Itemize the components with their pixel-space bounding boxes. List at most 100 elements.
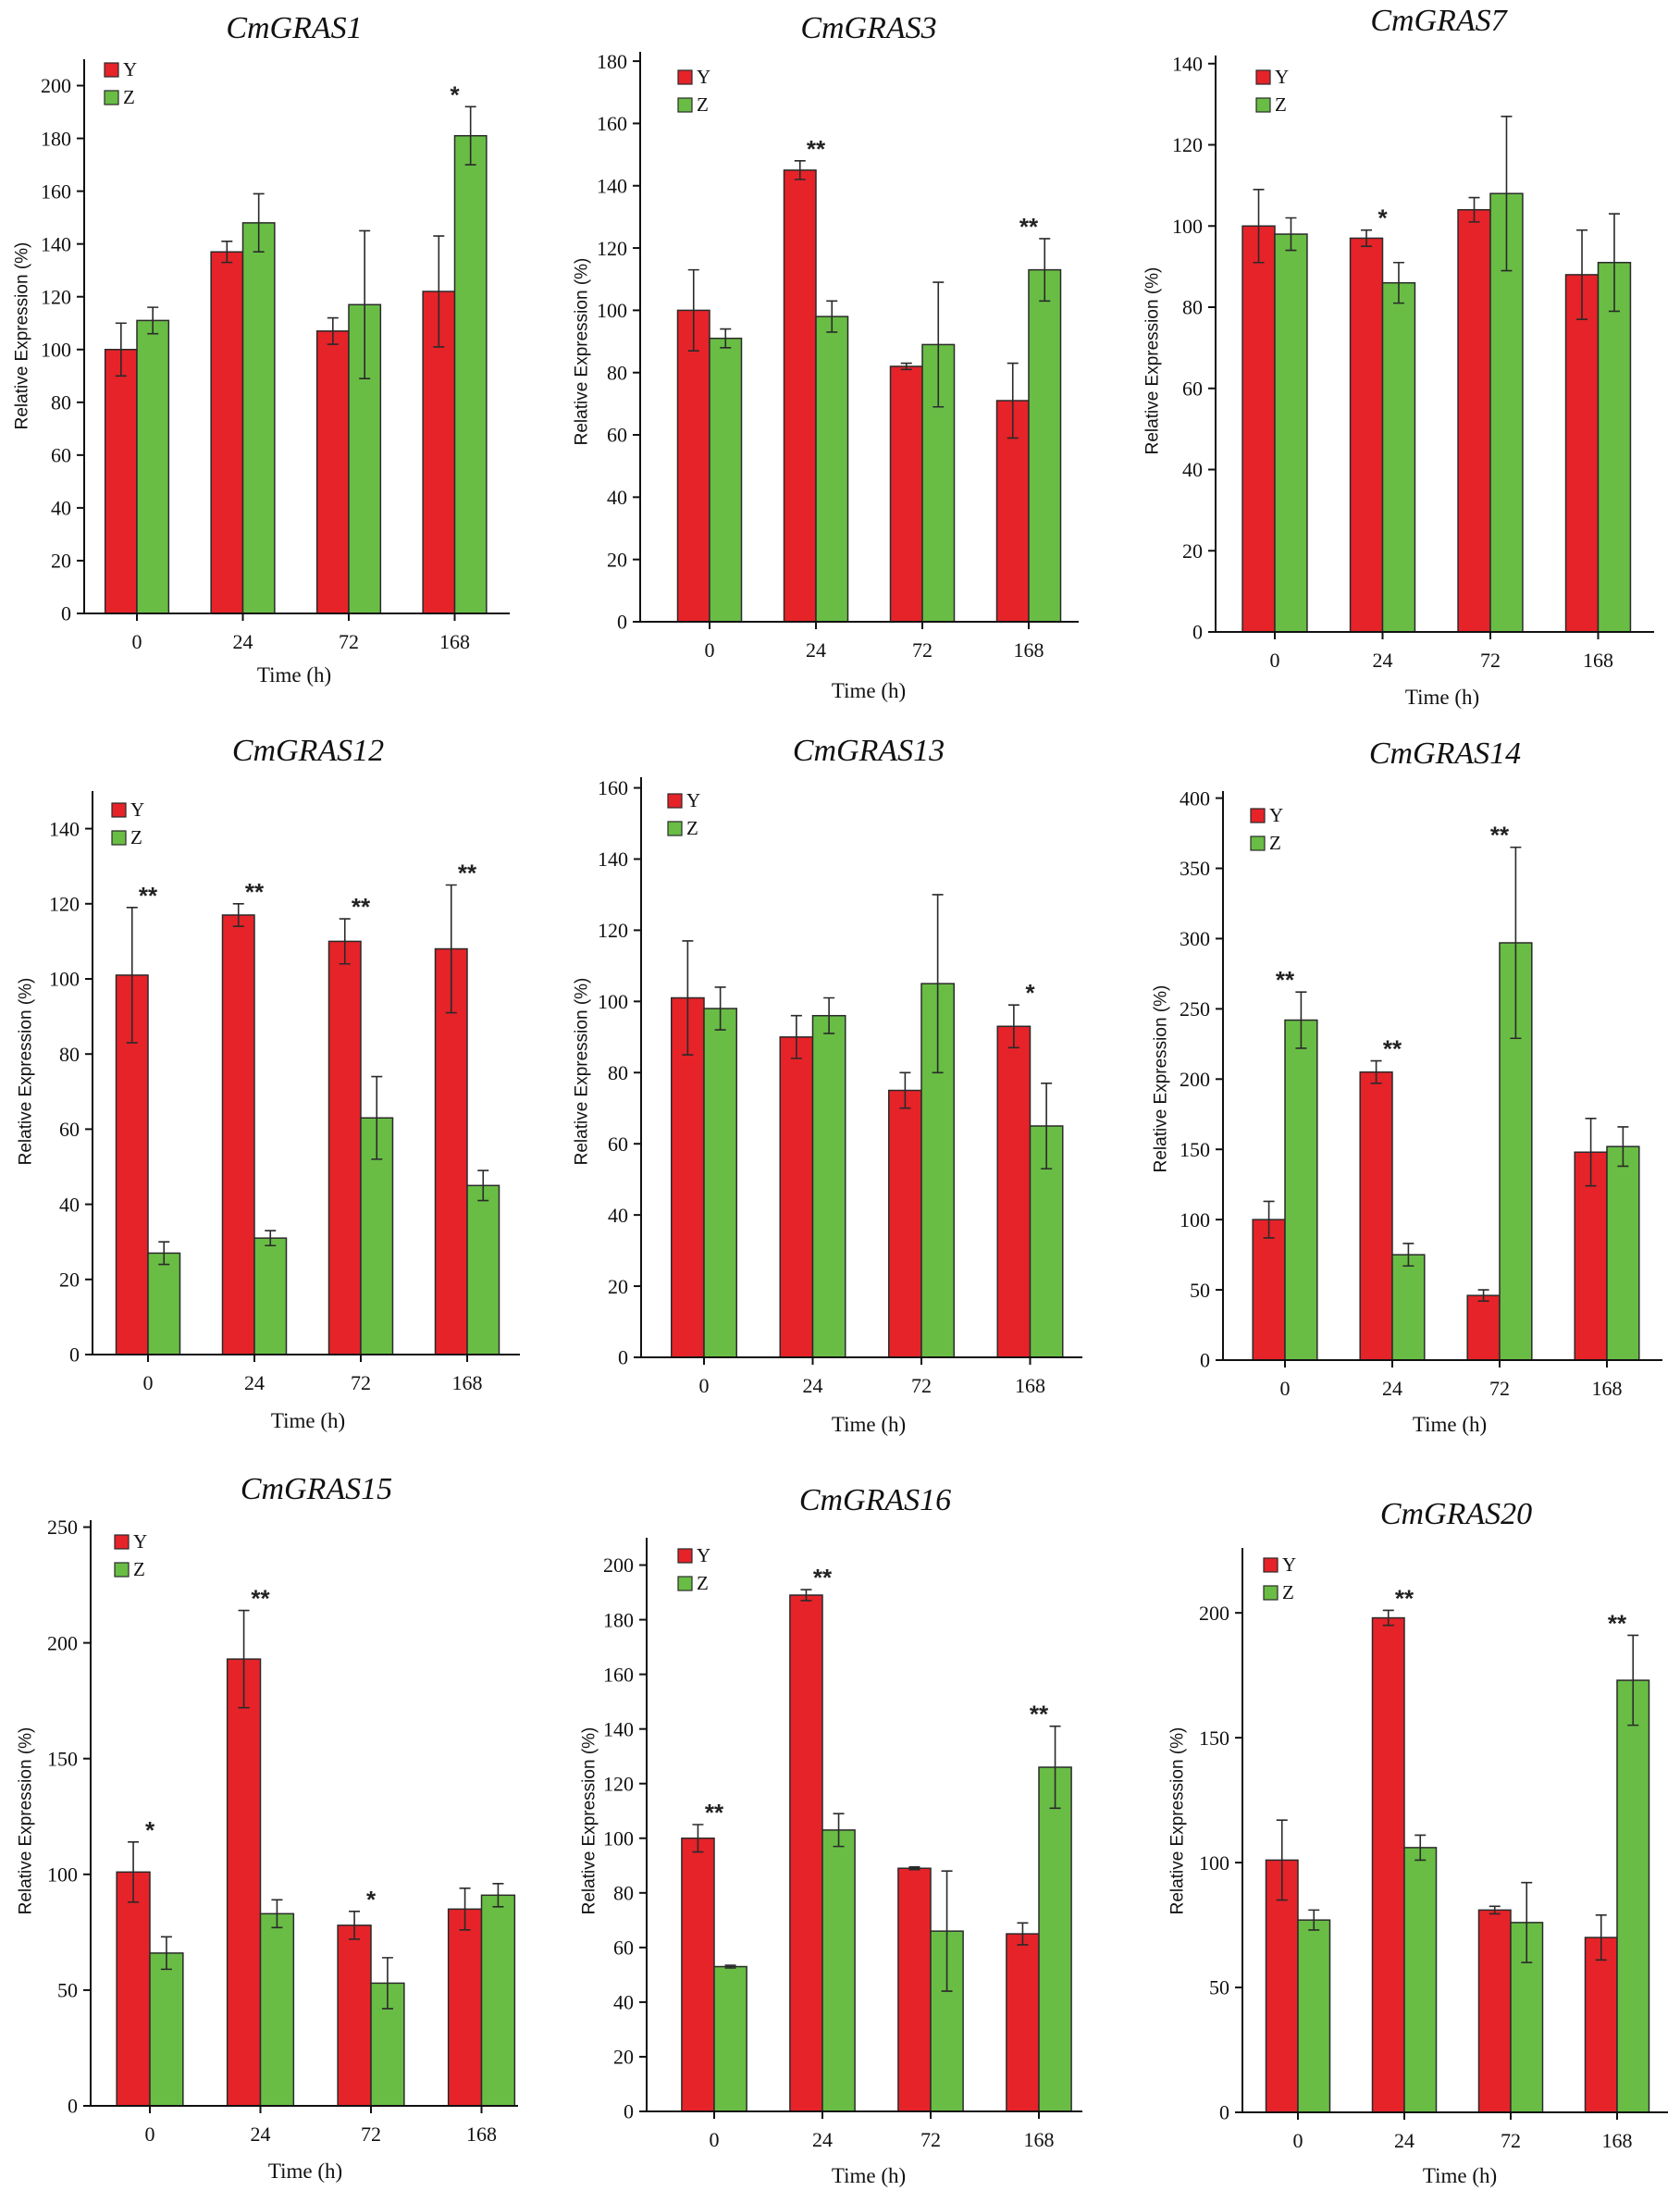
error-bar-z-0 (1285, 217, 1297, 252)
chart-title: CmGRAS20 (1380, 1497, 1532, 1531)
bar-y-0 (116, 1871, 151, 2107)
chart-panel-cmgras20: CmGRAS20 0 ** 24 72 ** 168 0 50 100 150 200 Time (h)… (1168, 1497, 1668, 2187)
bar-z-168 (1616, 1679, 1650, 2113)
bar-z-168 (1606, 1145, 1640, 1361)
bar-z-24 (811, 1014, 846, 1358)
y-tick-label: 50 (1209, 1976, 1229, 1999)
legend-label-y: Y (686, 789, 700, 811)
bar-z-24 (1391, 1254, 1426, 1361)
significance-mark: * (1377, 204, 1388, 232)
error-bar-y-0 (687, 268, 699, 352)
y-tick-label: 120 (49, 893, 80, 916)
significance-mark: * (450, 80, 460, 108)
x-tick-label: 24 (233, 630, 253, 653)
error-bar-y-72 (899, 1071, 911, 1109)
bar-y-72 (889, 365, 923, 623)
legend-swatch-z (104, 90, 119, 105)
bar-y-24 (1349, 237, 1384, 633)
y-axis-label: Relative Expression (%) (17, 1727, 36, 1915)
bar-z-0 (1274, 233, 1308, 633)
error-bar-z-72 (941, 1870, 953, 1992)
error-bar-y-24 (794, 160, 806, 180)
y-tick-label: 160 (598, 776, 628, 799)
error-bar-y-24 (221, 241, 233, 264)
bar-y-0 (1252, 1219, 1286, 1361)
x-axis-label: Time (h) (1405, 686, 1479, 709)
chart-title: CmGRAS1 (226, 11, 362, 45)
x-tick-label: 0 (143, 1371, 154, 1394)
bar-y-72 (315, 330, 350, 614)
y-tick-label: 180 (41, 127, 71, 150)
chart-panel-cmgras15: CmGRAS15 * 0 ** 24 * 72 168 0 50 100 150 200 250 Time … (17, 1472, 518, 2183)
y-tick-label: 60 (51, 444, 71, 467)
error-bar-y-24 (232, 903, 244, 927)
bar-z-168 (1597, 262, 1632, 633)
x-tick-label: 0 (145, 2123, 155, 2146)
error-bar-z-24 (1392, 261, 1404, 304)
y-tick-label: 180 (597, 50, 627, 73)
x-tick-label: 24 (1394, 2129, 1414, 2152)
y-tick-label: 140 (597, 174, 627, 197)
bar-z-24 (241, 222, 276, 614)
x-axis-label: Time (h) (832, 2164, 906, 2187)
bar-z-168 (1028, 268, 1062, 623)
significance-mark: ** (1030, 1701, 1049, 1728)
error-bar-y-72 (349, 1911, 361, 1940)
y-tick-label: 40 (607, 486, 627, 509)
y-tick-label: 100 (41, 338, 71, 361)
legend: YZ (114, 1530, 147, 1580)
error-bar-y-168 (433, 235, 445, 348)
x-axis-label: Time (h) (268, 2160, 342, 2183)
x-axis-label: Time (h) (1413, 1413, 1487, 1436)
significance-mark: ** (813, 1564, 833, 1591)
bar-z-168 (480, 1894, 516, 2107)
legend: YZ (1255, 66, 1289, 116)
significance-mark: ** (139, 882, 158, 910)
y-tick-label: 140 (1172, 52, 1203, 75)
legend-label-z: Z (1282, 1581, 1294, 1603)
x-tick-label: 72 (361, 2123, 381, 2146)
x-tick-label: 0 (1280, 1377, 1291, 1400)
error-bar-y-0 (115, 322, 127, 377)
bar-z-0 (713, 1965, 747, 2112)
y-tick-label: 0 (1192, 621, 1203, 644)
error-bar-z-24 (253, 192, 265, 254)
y-tick-label: 200 (47, 1631, 78, 1654)
y-tick-label: 0 (61, 602, 71, 625)
significance-mark: * (145, 1816, 155, 1844)
y-tick-label: 150 (47, 1747, 78, 1770)
y-tick-label: 100 (603, 1826, 634, 1850)
error-bar-z-168 (464, 105, 476, 166)
y-tick-label: 0 (617, 611, 627, 634)
y-tick-label: 160 (603, 1663, 634, 1686)
y-tick-label: 100 (49, 968, 80, 991)
legend-label-y: Y (1275, 66, 1289, 88)
bar-y-24 (226, 1658, 262, 2107)
y-tick-label: 100 (598, 990, 628, 1013)
bar-y-72 (897, 1867, 932, 2112)
legend-swatch-z (677, 1576, 693, 1591)
bar-z-0 (147, 1252, 181, 1355)
error-bar-y-0 (1263, 1200, 1275, 1239)
error-bar-y-24 (238, 1609, 250, 1709)
legend-label-z: Z (133, 1558, 145, 1580)
error-bar-y-168 (1007, 1004, 1019, 1049)
y-tick-label: 150 (1180, 1138, 1210, 1161)
x-axis-label: Time (h) (271, 1409, 345, 1432)
x-tick-label: 24 (803, 1374, 823, 1397)
chart-title: CmGRAS3 (800, 11, 936, 45)
y-tick-label: 160 (41, 179, 71, 203)
y-tick-label: 300 (1180, 927, 1210, 950)
error-bar-z-168 (1608, 213, 1620, 313)
bar-y-24 (779, 1036, 814, 1358)
error-bar-z-0 (720, 328, 732, 349)
error-bar-y-168 (459, 1887, 471, 1931)
x-tick-label: 72 (1501, 2129, 1521, 2152)
y-tick-label: 0 (1200, 1349, 1210, 1372)
significance-mark: ** (807, 135, 826, 163)
x-tick-label: 0 (710, 2128, 720, 2151)
significance-mark: * (366, 1886, 377, 1913)
legend-swatch-z (677, 97, 693, 113)
legend-label-z: Z (686, 817, 698, 839)
